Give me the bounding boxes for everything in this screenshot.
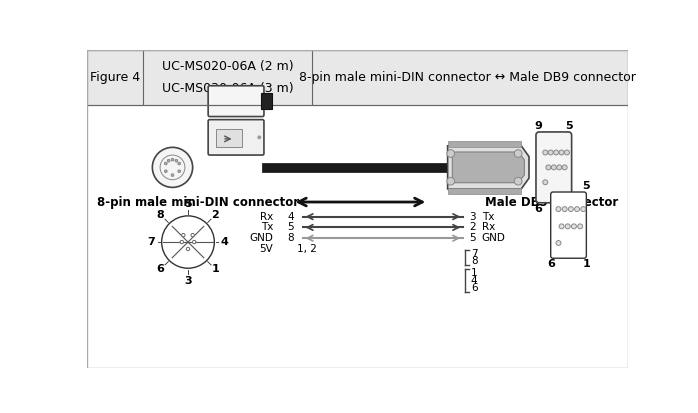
Text: 5V: 5V bbox=[260, 244, 273, 254]
Text: Tx: Tx bbox=[482, 211, 494, 222]
Text: 7: 7 bbox=[471, 249, 477, 259]
Circle shape bbox=[559, 150, 564, 155]
Text: Rx: Rx bbox=[260, 211, 273, 222]
Circle shape bbox=[543, 150, 548, 155]
Circle shape bbox=[178, 170, 181, 173]
Bar bbox=[261, 93, 272, 109]
Text: 5: 5 bbox=[565, 121, 573, 131]
Text: 7: 7 bbox=[148, 237, 156, 247]
FancyBboxPatch shape bbox=[536, 132, 572, 203]
Text: Male DB9 connector: Male DB9 connector bbox=[485, 195, 618, 209]
Circle shape bbox=[165, 170, 168, 173]
Text: 4: 4 bbox=[221, 237, 228, 247]
Circle shape bbox=[514, 177, 522, 185]
Circle shape bbox=[557, 165, 562, 170]
Text: UC-MS020-06A (2 m): UC-MS020-06A (2 m) bbox=[162, 60, 293, 73]
Text: GND: GND bbox=[249, 233, 273, 243]
Bar bbox=[447, 188, 521, 194]
Circle shape bbox=[562, 165, 567, 170]
Text: 5: 5 bbox=[288, 223, 294, 233]
Text: 9: 9 bbox=[535, 121, 542, 131]
Circle shape bbox=[447, 177, 454, 185]
Circle shape bbox=[546, 165, 551, 170]
Circle shape bbox=[162, 216, 214, 268]
Text: 4: 4 bbox=[471, 275, 477, 285]
Circle shape bbox=[258, 135, 261, 139]
Text: 3: 3 bbox=[184, 275, 192, 285]
Text: 2: 2 bbox=[211, 210, 219, 220]
Circle shape bbox=[165, 162, 168, 165]
Circle shape bbox=[171, 158, 174, 161]
Text: 6: 6 bbox=[156, 264, 165, 274]
Text: 3: 3 bbox=[469, 211, 476, 222]
Text: 6: 6 bbox=[547, 259, 556, 269]
Text: Figure 4: Figure 4 bbox=[90, 71, 140, 84]
Text: 8: 8 bbox=[288, 233, 294, 243]
Text: 4: 4 bbox=[288, 211, 294, 222]
Circle shape bbox=[191, 233, 194, 237]
Circle shape bbox=[556, 240, 561, 245]
Circle shape bbox=[572, 224, 577, 229]
Circle shape bbox=[565, 224, 570, 229]
Text: 8: 8 bbox=[471, 256, 477, 266]
FancyBboxPatch shape bbox=[208, 120, 264, 155]
Circle shape bbox=[581, 206, 586, 211]
Circle shape bbox=[556, 206, 561, 211]
Text: 6: 6 bbox=[535, 204, 542, 214]
Text: 5: 5 bbox=[184, 199, 192, 209]
Circle shape bbox=[554, 150, 558, 155]
Text: 8: 8 bbox=[157, 210, 165, 220]
Bar bbox=[87, 50, 628, 105]
Circle shape bbox=[178, 162, 181, 165]
Circle shape bbox=[562, 206, 567, 211]
Circle shape bbox=[543, 180, 548, 185]
Circle shape bbox=[186, 247, 190, 251]
Polygon shape bbox=[447, 146, 529, 189]
Circle shape bbox=[175, 159, 178, 162]
Bar bbox=[262, 163, 447, 172]
Circle shape bbox=[181, 233, 185, 237]
Text: 9: 9 bbox=[547, 181, 556, 191]
Text: 1, 2: 1, 2 bbox=[297, 244, 317, 254]
Circle shape bbox=[574, 206, 579, 211]
Circle shape bbox=[514, 150, 522, 157]
Text: Tx: Tx bbox=[261, 223, 273, 233]
Text: Rx: Rx bbox=[482, 223, 495, 233]
Text: 5: 5 bbox=[583, 181, 591, 191]
Circle shape bbox=[565, 150, 570, 155]
Circle shape bbox=[171, 174, 174, 176]
Text: UC-MS030-06A (3 m): UC-MS030-06A (3 m) bbox=[162, 82, 293, 95]
Circle shape bbox=[548, 150, 554, 155]
Text: 2: 2 bbox=[469, 223, 476, 233]
Text: 5: 5 bbox=[469, 233, 476, 243]
Circle shape bbox=[168, 159, 170, 162]
Text: GND: GND bbox=[482, 233, 505, 243]
Circle shape bbox=[152, 147, 193, 188]
Text: 8-pin male mini-DIN connector ↔ Male DB9 connector: 8-pin male mini-DIN connector ↔ Male DB9… bbox=[299, 71, 635, 84]
Text: 1: 1 bbox=[582, 259, 591, 269]
Circle shape bbox=[180, 240, 184, 244]
Circle shape bbox=[568, 206, 573, 211]
Text: 1: 1 bbox=[471, 268, 477, 278]
FancyBboxPatch shape bbox=[208, 86, 264, 116]
Bar bbox=[216, 129, 242, 147]
Text: 6: 6 bbox=[471, 283, 477, 293]
Circle shape bbox=[193, 240, 196, 244]
FancyBboxPatch shape bbox=[551, 192, 586, 258]
Circle shape bbox=[551, 165, 556, 170]
Text: 1: 1 bbox=[565, 204, 573, 214]
Circle shape bbox=[578, 224, 583, 229]
Bar bbox=[447, 141, 521, 147]
Polygon shape bbox=[452, 152, 524, 183]
Circle shape bbox=[447, 150, 454, 157]
Circle shape bbox=[559, 224, 564, 229]
Text: 1: 1 bbox=[211, 264, 219, 274]
Text: 8-pin male mini-DIN connector: 8-pin male mini-DIN connector bbox=[97, 195, 299, 209]
